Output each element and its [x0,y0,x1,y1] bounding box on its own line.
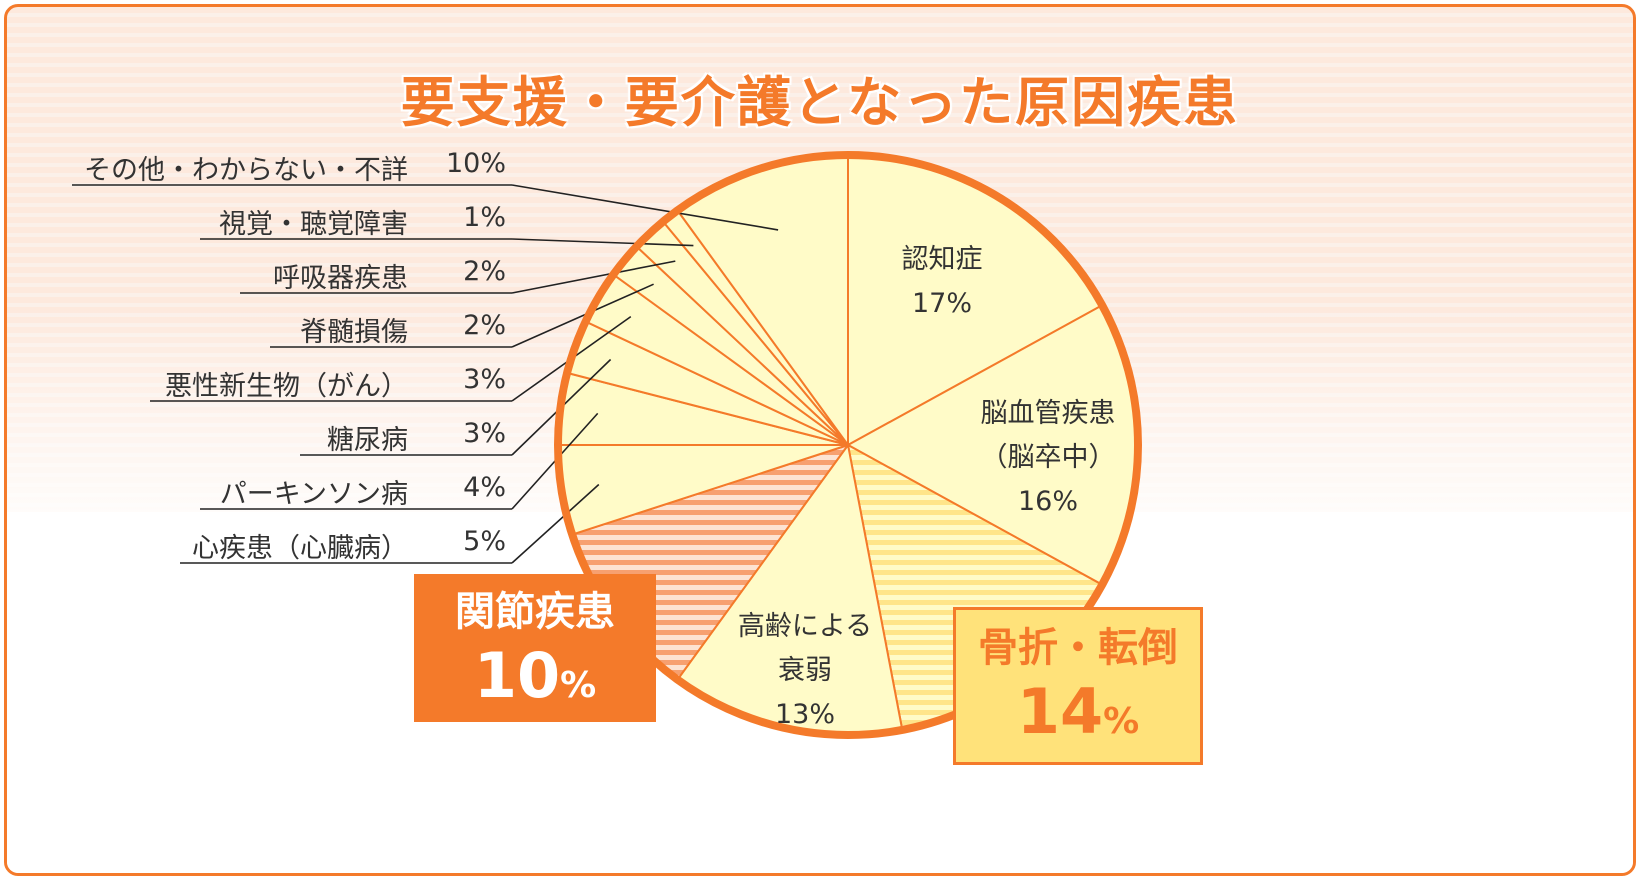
leader-line-0 [511,184,779,231]
leader-line-1 [511,238,694,247]
list-value-2: 2% [463,256,506,287]
leader-line-7 [511,483,600,564]
list-value-0: 10% [445,148,506,179]
callout-fracture-value: 14% [1016,675,1140,748]
slice-label-cerebrovascular: 脳血管疾患 （脳卒中） 16% [980,398,1116,517]
leader-line-2 [511,260,676,294]
list-label-0: その他・わからない・不詳 [84,155,408,186]
list-value-6: 4% [463,472,506,503]
callout-joint-disease: 関節疾患 10% [414,574,656,722]
callout-fracture-fall: 骨折・転倒 14% [953,607,1203,765]
list-label-6: パーキンソン病 [219,479,408,510]
list-label-7: 心疾患（心臓病） [192,533,408,564]
list-value-5: 3% [463,418,506,449]
list-value-1: 1% [463,202,506,233]
list-value-7: 5% [463,526,506,557]
list-label-2: 呼吸器疾患 [273,263,408,294]
list-label-5: 糖尿病 [327,425,408,456]
callout-joint-value: 10% [473,639,597,712]
callout-joint-label: 関節疾患 [455,589,615,635]
leader-line-3 [511,283,654,348]
slice-label-dementia: 認知症 17% [901,244,983,319]
slice-label-frailty: 高齢による 衰弱 13% [737,611,873,730]
chart-title: 要支援・要介護となった原因疾患 [400,71,1240,134]
list-label-3: 脊髄損傷 [300,317,408,348]
list-label-4: 悪性新生物（がん） [165,371,408,402]
list-label-1: 視覚・聴覚障害 [219,209,408,240]
list-value-4: 3% [463,364,506,395]
callout-fracture-label: 骨折・転倒 [978,625,1178,671]
list-value-3: 2% [463,310,506,341]
